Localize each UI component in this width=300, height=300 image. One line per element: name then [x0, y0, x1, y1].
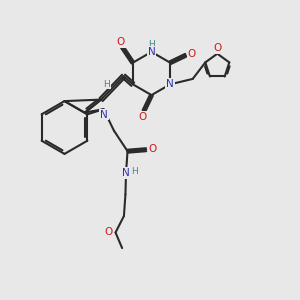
Text: N: N [148, 47, 155, 57]
Text: N: N [166, 79, 174, 89]
Text: O: O [105, 227, 113, 237]
Text: H: H [103, 80, 110, 88]
Text: N: N [100, 110, 108, 120]
Text: H: H [148, 40, 155, 49]
Text: N: N [122, 168, 130, 178]
Text: O: O [117, 37, 125, 47]
Text: O: O [213, 43, 221, 53]
Text: O: O [148, 144, 157, 154]
Text: O: O [138, 112, 147, 122]
Text: H: H [131, 167, 138, 176]
Text: O: O [188, 49, 196, 59]
